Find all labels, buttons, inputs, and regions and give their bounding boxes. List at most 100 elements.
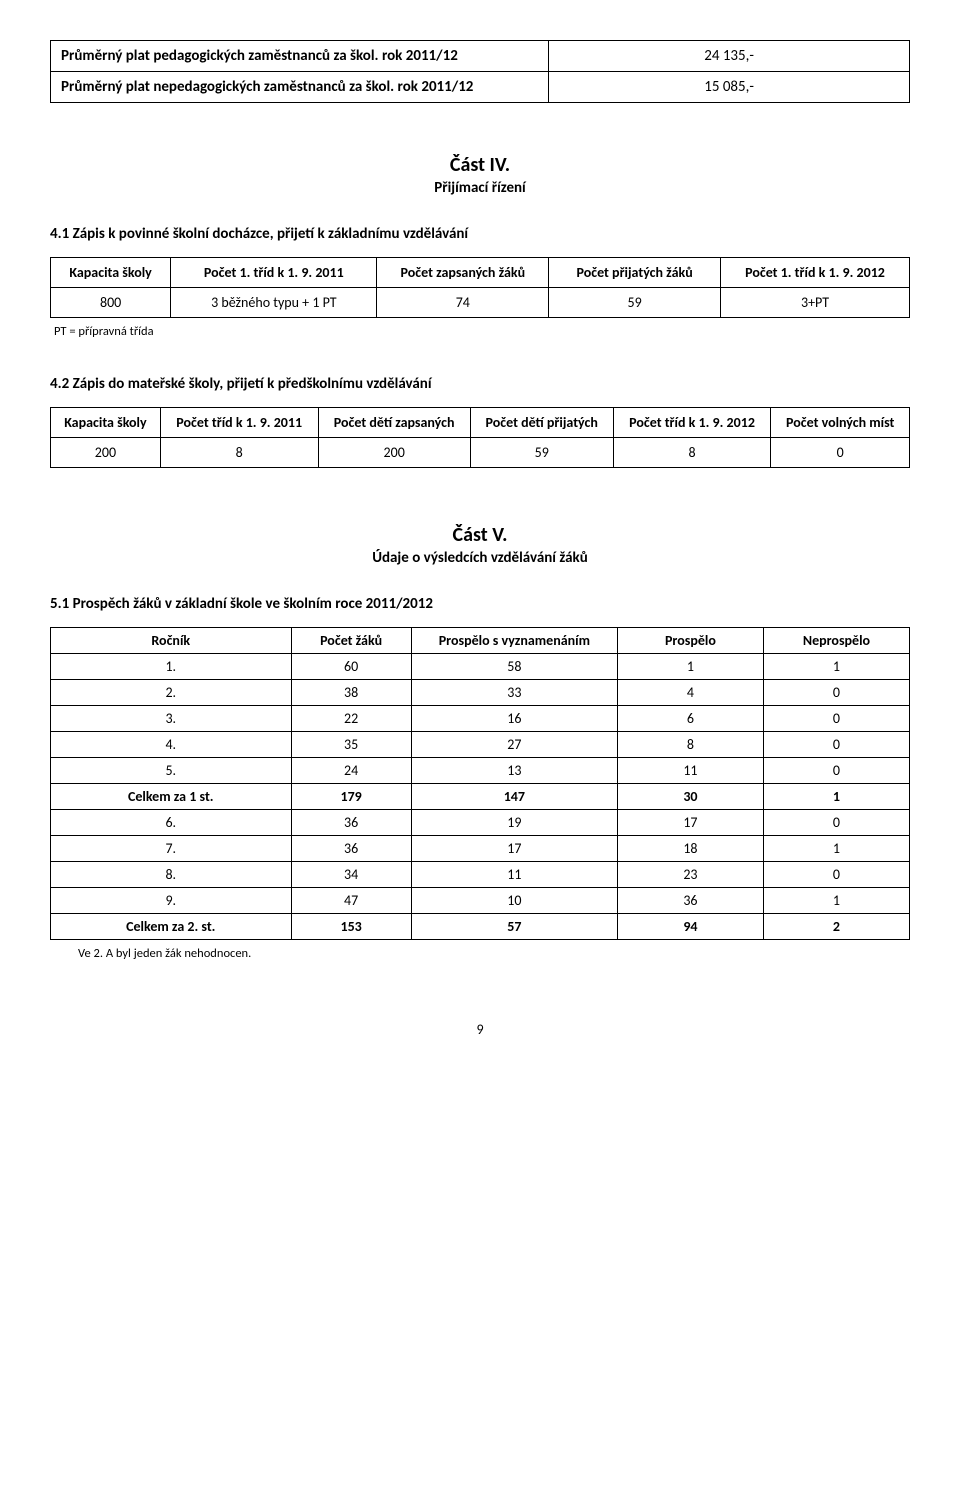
- section-5-subtitle: Údaje o výsledcích vzdělávání žáků: [50, 549, 910, 567]
- table-row: 8.3411230: [51, 862, 910, 888]
- table-5-1: Ročník Počet žáků Prospělo s vyznamenání…: [50, 627, 910, 940]
- salary-table: Průměrný plat pedagogických zaměstnanců …: [50, 40, 910, 103]
- t51-cell: 6.: [51, 810, 292, 836]
- t51-cell: 9.: [51, 888, 292, 914]
- t51-cell: 38: [291, 680, 411, 706]
- heading-4-1: 4.1 Zápis k povinné školní docházce, při…: [50, 225, 910, 243]
- t51-h3: Prospělo: [617, 628, 763, 654]
- t51-cell: 0: [763, 810, 909, 836]
- salary-row-1-label: Průměrný plat pedagogických zaměstnanců …: [51, 41, 549, 72]
- section-5-title: Část V.: [50, 523, 910, 547]
- page-number: 9: [50, 1021, 910, 1038]
- t51-cell: 30: [617, 784, 763, 810]
- salary-row-2-value: 15 085,-: [549, 72, 910, 103]
- t51-cell: 1: [763, 836, 909, 862]
- t51-cell: 36: [617, 888, 763, 914]
- section-4-title: Část IV.: [50, 153, 910, 177]
- table-row: 6.3619170: [51, 810, 910, 836]
- t51-cell: 0: [763, 680, 909, 706]
- t42-c4: 8: [613, 438, 771, 468]
- t41-c2: 74: [377, 288, 549, 318]
- table-row: 3.221660: [51, 706, 910, 732]
- table-row: 5.2413110: [51, 758, 910, 784]
- t51-cell: 6: [617, 706, 763, 732]
- t51-cell: 5.: [51, 758, 292, 784]
- footnote-5-1: Ve 2. A byl jeden žák nehodnocen.: [78, 946, 910, 961]
- t41-h2: Počet zapsaných žáků: [377, 258, 549, 288]
- t51-cell: 2: [763, 914, 909, 940]
- t51-cell: 8.: [51, 862, 292, 888]
- t51-cell: 4: [617, 680, 763, 706]
- t51-cell: 10: [411, 888, 617, 914]
- t51-cell: 147: [411, 784, 617, 810]
- t51-cell: Celkem za 2. st.: [51, 914, 292, 940]
- section-4-subtitle: Přijímací řízení: [50, 179, 910, 197]
- heading-5-1: 5.1 Prospěch žáků v základní škole ve šk…: [50, 595, 910, 613]
- t41-c1: 3 běžného typu + 1 PT: [171, 288, 377, 318]
- t51-cell: 4.: [51, 732, 292, 758]
- t42-c0: 200: [51, 438, 161, 468]
- t42-c5: 0: [771, 438, 910, 468]
- t51-cell: 3.: [51, 706, 292, 732]
- t42-h3: Počet dětí přijatých: [470, 408, 613, 438]
- t42-h1: Počet tříd k 1. 9. 2011: [160, 408, 318, 438]
- footnote-4-1: PT = přípravná třída: [54, 324, 910, 339]
- table-row: Celkem za 2. st.15357942: [51, 914, 910, 940]
- t51-h1: Počet žáků: [291, 628, 411, 654]
- t51-cell: 1: [617, 654, 763, 680]
- t51-cell: 11: [617, 758, 763, 784]
- salary-row-1-value: 24 135,-: [549, 41, 910, 72]
- t51-cell: 2.: [51, 680, 292, 706]
- table-row: 4.352780: [51, 732, 910, 758]
- table-row: Celkem za 1 st.179147301: [51, 784, 910, 810]
- t51-cell: 47: [291, 888, 411, 914]
- t51-cell: 60: [291, 654, 411, 680]
- t41-c0: 800: [51, 288, 171, 318]
- t51-cell: 7.: [51, 836, 292, 862]
- t51-cell: 19: [411, 810, 617, 836]
- t51-cell: 1.: [51, 654, 292, 680]
- t41-c3: 59: [549, 288, 721, 318]
- t51-cell: 22: [291, 706, 411, 732]
- t51-cell: 0: [763, 732, 909, 758]
- t51-cell: 18: [617, 836, 763, 862]
- table-row: 9.4710361: [51, 888, 910, 914]
- t51-cell: Celkem za 1 st.: [51, 784, 292, 810]
- t51-cell: 34: [291, 862, 411, 888]
- t51-cell: 13: [411, 758, 617, 784]
- t51-cell: 0: [763, 862, 909, 888]
- t41-h3: Počet přijatých žáků: [549, 258, 721, 288]
- t51-cell: 36: [291, 810, 411, 836]
- salary-row-2-label: Průměrný plat nepedagogických zaměstnanc…: [51, 72, 549, 103]
- t51-cell: 24: [291, 758, 411, 784]
- t51-cell: 16: [411, 706, 617, 732]
- t41-c4: 3+PT: [721, 288, 910, 318]
- t42-h5: Počet volných míst: [771, 408, 910, 438]
- t42-c2: 200: [318, 438, 470, 468]
- t51-cell: 35: [291, 732, 411, 758]
- t51-cell: 0: [763, 758, 909, 784]
- t41-h4: Počet 1. tříd k 1. 9. 2012: [721, 258, 910, 288]
- t42-h2: Počet dětí zapsaných: [318, 408, 470, 438]
- t51-h0: Ročník: [51, 628, 292, 654]
- heading-4-2: 4.2 Zápis do mateřské školy, přijetí k p…: [50, 375, 910, 393]
- table-row: 7.3617181: [51, 836, 910, 862]
- t41-h1: Počet 1. tříd k 1. 9. 2011: [171, 258, 377, 288]
- t51-cell: 1: [763, 888, 909, 914]
- t51-cell: 23: [617, 862, 763, 888]
- t51-cell: 11: [411, 862, 617, 888]
- table-row: 1.605811: [51, 654, 910, 680]
- t51-cell: 57: [411, 914, 617, 940]
- t51-cell: 33: [411, 680, 617, 706]
- t51-cell: 1: [763, 654, 909, 680]
- t42-h4: Počet tříd k 1. 9. 2012: [613, 408, 771, 438]
- t51-cell: 94: [617, 914, 763, 940]
- table-4-1: Kapacita školy Počet 1. tříd k 1. 9. 201…: [50, 257, 910, 318]
- t42-c1: 8: [160, 438, 318, 468]
- t51-cell: 17: [411, 836, 617, 862]
- t51-cell: 27: [411, 732, 617, 758]
- t51-cell: 17: [617, 810, 763, 836]
- t51-cell: 179: [291, 784, 411, 810]
- t51-cell: 153: [291, 914, 411, 940]
- table-4-2: Kapacita školy Počet tříd k 1. 9. 2011 P…: [50, 407, 910, 468]
